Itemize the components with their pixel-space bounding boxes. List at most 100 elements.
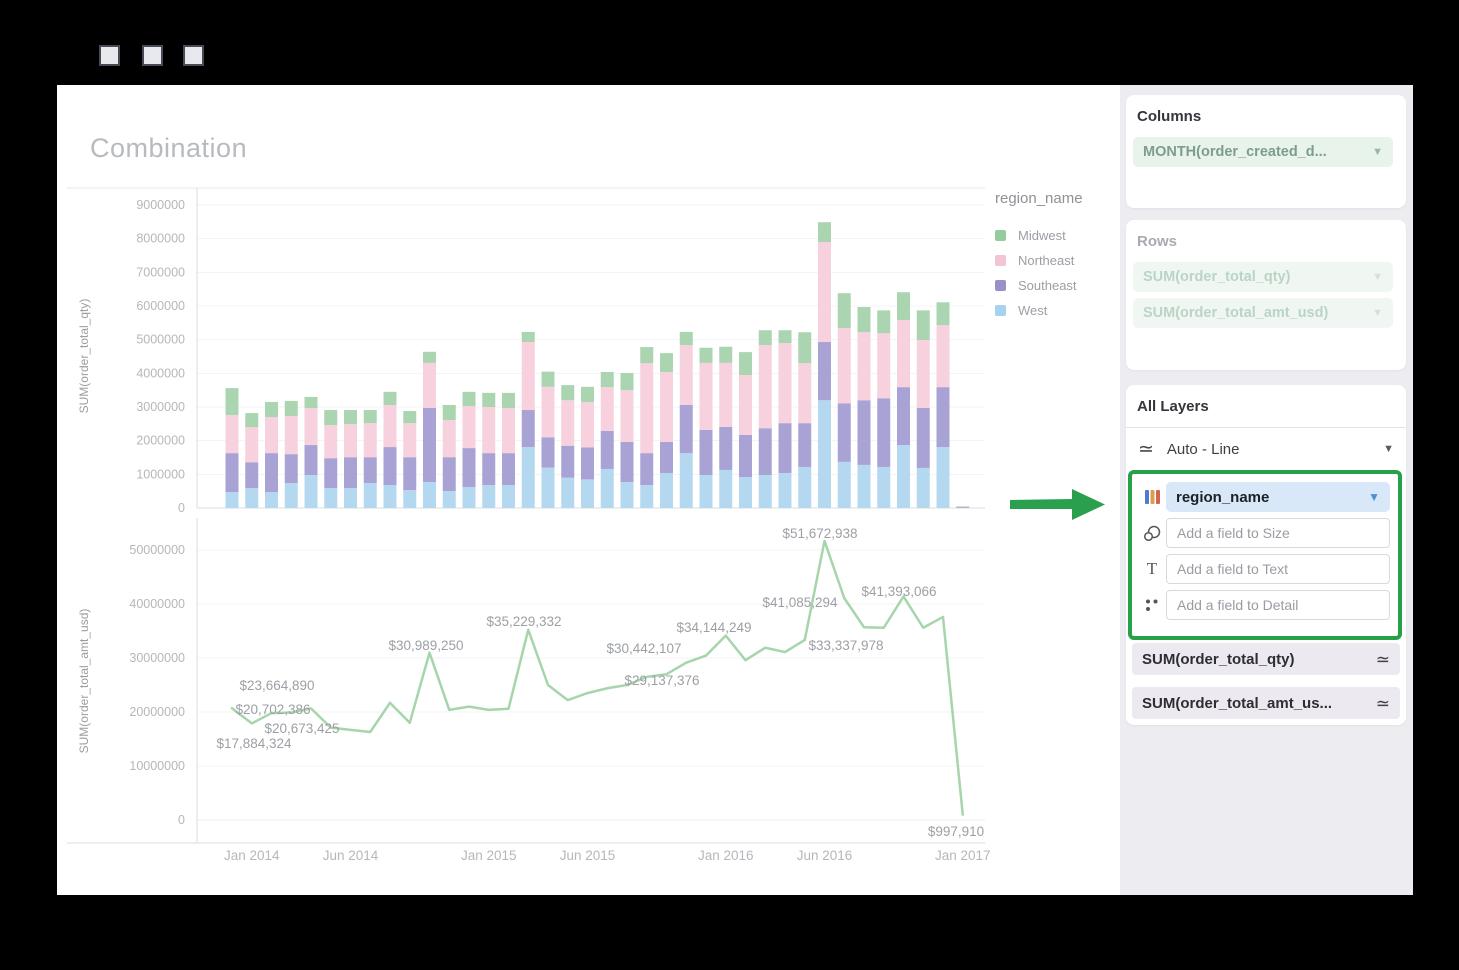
bar-segment[interactable] bbox=[660, 371, 673, 443]
bar-segment[interactable] bbox=[679, 331, 693, 346]
bar-segment[interactable] bbox=[225, 453, 239, 493]
bar-segment[interactable] bbox=[640, 485, 654, 508]
bar-segment[interactable] bbox=[363, 423, 377, 458]
bar-segment[interactable] bbox=[818, 222, 831, 243]
bar-segment[interactable] bbox=[739, 352, 752, 376]
bar-segment[interactable] bbox=[837, 461, 851, 508]
bar-segment[interactable] bbox=[304, 408, 318, 446]
bar-segment[interactable] bbox=[324, 458, 338, 489]
bar-segment[interactable] bbox=[423, 408, 436, 483]
bar-segment[interactable] bbox=[719, 426, 733, 470]
bar-segment[interactable] bbox=[620, 372, 634, 391]
chevron-down-icon[interactable]: ▼ bbox=[1372, 271, 1383, 283]
bar-segment[interactable] bbox=[245, 427, 259, 463]
rows-pill[interactable]: SUM(order_total_amt_usd) ▼ bbox=[1133, 298, 1393, 328]
bar-segment[interactable] bbox=[936, 325, 950, 388]
bar-segment[interactable] bbox=[383, 447, 397, 486]
bar-segment[interactable] bbox=[837, 403, 851, 462]
bar-segment[interactable] bbox=[857, 400, 871, 465]
bar-segment[interactable] bbox=[442, 404, 456, 421]
bar-segment[interactable] bbox=[363, 410, 377, 424]
bar-segment[interactable] bbox=[304, 475, 318, 508]
bar-segment[interactable] bbox=[719, 362, 733, 427]
bar-segment[interactable] bbox=[778, 330, 792, 344]
bar-segment[interactable] bbox=[245, 413, 259, 428]
bar-segment[interactable] bbox=[719, 469, 733, 508]
bar-segment[interactable] bbox=[344, 424, 357, 458]
bar-segment[interactable] bbox=[541, 467, 555, 508]
bar-segment[interactable] bbox=[462, 448, 476, 488]
bar-segment[interactable] bbox=[936, 302, 950, 326]
bar-segment[interactable] bbox=[265, 417, 278, 454]
layer-row[interactable]: SUM(order_total_amt_us... ≃ bbox=[1132, 687, 1400, 719]
bar-segment[interactable] bbox=[739, 375, 752, 435]
bar-segment[interactable] bbox=[877, 466, 891, 508]
bar-segment[interactable] bbox=[719, 346, 733, 363]
bar-segment[interactable] bbox=[521, 331, 535, 343]
bar-segment[interactable] bbox=[660, 442, 673, 473]
rows-pill[interactable]: SUM(order_total_qty) ▼ bbox=[1133, 262, 1393, 292]
chevron-down-icon[interactable]: ▼ bbox=[1368, 490, 1380, 504]
bar-segment[interactable] bbox=[916, 310, 930, 341]
bar-segment[interactable] bbox=[620, 482, 634, 508]
chevron-down-icon[interactable]: ▼ bbox=[1372, 307, 1383, 319]
size-field-input[interactable] bbox=[1166, 518, 1390, 548]
bar-segment[interactable] bbox=[837, 293, 851, 329]
bar-segment[interactable] bbox=[818, 242, 831, 343]
bar-segment[interactable] bbox=[561, 385, 575, 401]
bar-segment[interactable] bbox=[778, 472, 792, 508]
bar-segment[interactable] bbox=[324, 410, 338, 426]
bar-segment[interactable] bbox=[798, 332, 812, 364]
bar-segment[interactable] bbox=[403, 411, 417, 424]
bar-segment[interactable] bbox=[442, 420, 456, 458]
window-control-button[interactable] bbox=[142, 45, 163, 66]
bar-segment[interactable] bbox=[897, 445, 910, 508]
color-field-pill[interactable]: region_name ▼ bbox=[1166, 482, 1390, 512]
bar-segment[interactable] bbox=[818, 400, 831, 508]
bar-segment[interactable] bbox=[541, 437, 555, 468]
window-control-button[interactable] bbox=[183, 45, 204, 66]
bar-segment[interactable] bbox=[699, 347, 713, 363]
bar-segment[interactable] bbox=[679, 404, 693, 454]
bar-segment[interactable] bbox=[758, 330, 772, 346]
bar-segment[interactable] bbox=[739, 434, 752, 478]
bar-segment[interactable] bbox=[284, 483, 298, 508]
bar-segment[interactable] bbox=[857, 307, 871, 333]
bar-segment[interactable] bbox=[225, 492, 239, 508]
bar-segment[interactable] bbox=[660, 472, 673, 508]
bar-segment[interactable] bbox=[699, 362, 713, 430]
bar-segment[interactable] bbox=[482, 392, 496, 407]
bar-segment[interactable] bbox=[245, 488, 259, 508]
bar-segment[interactable] bbox=[837, 328, 851, 404]
bar-segment[interactable] bbox=[581, 479, 594, 508]
legend-item[interactable]: Midwest bbox=[995, 223, 1115, 248]
bar-segment[interactable] bbox=[581, 447, 594, 480]
bar-segment[interactable] bbox=[482, 485, 496, 508]
bar-segment[interactable] bbox=[561, 400, 575, 446]
bar-segment[interactable] bbox=[502, 408, 515, 454]
bar-segment[interactable] bbox=[798, 423, 812, 467]
window-control-button[interactable] bbox=[99, 45, 120, 66]
bar-segment[interactable] bbox=[739, 477, 752, 508]
bar-segment[interactable] bbox=[640, 453, 654, 486]
bar-segment[interactable] bbox=[225, 388, 239, 416]
bar-segment[interactable] bbox=[857, 332, 871, 401]
bar-segment[interactable] bbox=[620, 390, 634, 443]
bar-segment[interactable] bbox=[758, 428, 772, 476]
bar-segment[interactable] bbox=[403, 490, 417, 508]
bar-segment[interactable] bbox=[956, 506, 970, 507]
bar-segment[interactable] bbox=[284, 400, 298, 417]
chevron-down-icon[interactable]: ▼ bbox=[1372, 146, 1383, 158]
bar-segment[interactable] bbox=[344, 488, 357, 508]
bar-segment[interactable] bbox=[897, 292, 910, 321]
bar-segment[interactable] bbox=[521, 342, 535, 411]
bar-segment[interactable] bbox=[245, 462, 259, 489]
bar-segment[interactable] bbox=[403, 423, 417, 458]
bar-segment[interactable] bbox=[324, 488, 338, 508]
bar-segment[interactable] bbox=[482, 407, 496, 454]
bar-segment[interactable] bbox=[423, 351, 436, 363]
bar-segment[interactable] bbox=[265, 492, 278, 508]
bar-segment[interactable] bbox=[581, 386, 594, 402]
bar-segment[interactable] bbox=[462, 391, 476, 406]
bar-segment[interactable] bbox=[640, 347, 654, 364]
